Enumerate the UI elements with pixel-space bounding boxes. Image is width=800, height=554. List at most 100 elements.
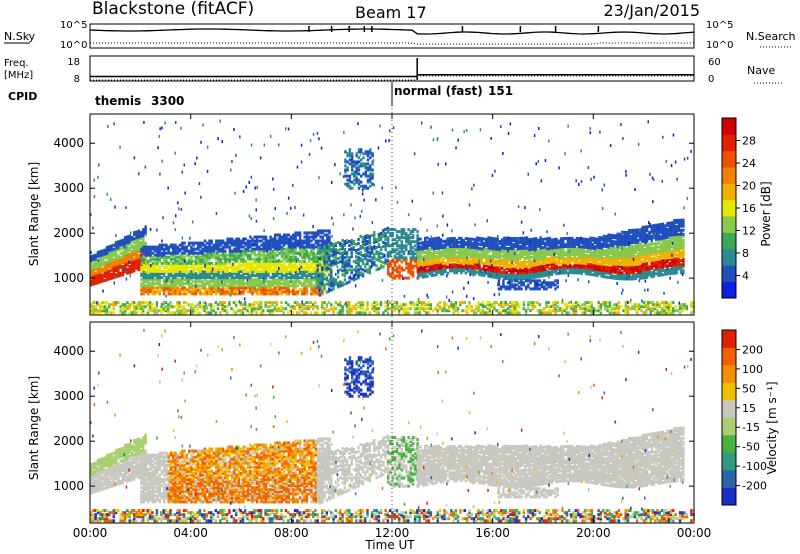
power-cell bbox=[197, 280, 200, 284]
power-cell bbox=[319, 274, 322, 278]
power-cell bbox=[233, 243, 236, 247]
power-cell bbox=[471, 254, 474, 257]
power-cell bbox=[389, 232, 392, 236]
power-cell bbox=[498, 260, 502, 264]
power-cell bbox=[92, 262, 95, 266]
power-cell bbox=[618, 232, 622, 236]
power-cell bbox=[314, 253, 318, 257]
power-cell bbox=[285, 278, 288, 282]
power-cell bbox=[258, 274, 261, 278]
power-cell bbox=[564, 257, 567, 261]
power-cell bbox=[444, 253, 447, 257]
power-cell bbox=[537, 273, 540, 277]
power-cell bbox=[292, 249, 295, 253]
power-cell bbox=[283, 243, 286, 247]
power-cell bbox=[151, 292, 155, 296]
power-cell bbox=[419, 271, 422, 275]
power-cell bbox=[242, 284, 245, 288]
power-cell bbox=[176, 259, 179, 263]
power-cell bbox=[233, 286, 236, 290]
power-cell bbox=[539, 240, 542, 244]
power-cell bbox=[114, 247, 118, 250]
power-cell bbox=[473, 256, 477, 260]
power-cell bbox=[494, 267, 497, 271]
power-cell bbox=[255, 263, 259, 267]
power-cell bbox=[417, 250, 420, 253]
power-cell bbox=[181, 280, 184, 284]
power-cell bbox=[503, 250, 506, 254]
power-cell bbox=[541, 266, 545, 270]
power-cell bbox=[428, 260, 431, 264]
power-cell bbox=[174, 292, 177, 296]
power-cell bbox=[523, 275, 526, 278]
power-cell bbox=[317, 239, 320, 243]
power-cell bbox=[496, 276, 499, 280]
power-cell bbox=[364, 257, 367, 261]
power-cell bbox=[190, 278, 193, 282]
power-cell bbox=[276, 280, 279, 284]
power-cell bbox=[396, 270, 399, 274]
power-cell bbox=[165, 284, 168, 288]
power-cell bbox=[534, 269, 538, 273]
power-cell bbox=[516, 275, 520, 279]
power-cell bbox=[525, 264, 529, 268]
power-cell bbox=[478, 267, 481, 271]
power-cell bbox=[133, 239, 136, 243]
power-cell bbox=[112, 268, 115, 271]
power-cell bbox=[301, 241, 304, 245]
power-cell bbox=[153, 247, 157, 251]
power-cell bbox=[210, 284, 213, 288]
power-cell bbox=[124, 236, 127, 239]
power-cell bbox=[110, 260, 113, 264]
power-cell bbox=[172, 286, 175, 290]
power-cell bbox=[255, 280, 259, 284]
power-cell bbox=[455, 238, 459, 242]
power-cell bbox=[439, 244, 443, 248]
power-cell bbox=[151, 261, 155, 265]
power-cell bbox=[219, 249, 222, 253]
power-cell bbox=[269, 265, 272, 269]
power-cell bbox=[271, 255, 275, 259]
power-cell bbox=[341, 269, 344, 273]
power-cell bbox=[121, 242, 125, 246]
power-cell bbox=[292, 257, 295, 261]
power-cell bbox=[428, 248, 431, 252]
power-cell bbox=[319, 253, 322, 257]
power-cell bbox=[496, 260, 499, 263]
power-cell bbox=[370, 260, 374, 264]
power-cell bbox=[280, 239, 284, 243]
power-cell bbox=[305, 267, 309, 271]
power-cell bbox=[246, 261, 250, 265]
power-cell bbox=[260, 292, 263, 296]
power-cell bbox=[537, 248, 540, 252]
power-cell bbox=[271, 278, 275, 282]
power-cell bbox=[657, 245, 660, 249]
power-cell bbox=[510, 253, 513, 257]
power-cell bbox=[501, 246, 504, 250]
power-cell bbox=[503, 275, 506, 278]
power-cell bbox=[160, 263, 164, 267]
power-cell bbox=[142, 270, 145, 274]
power-cell bbox=[144, 225, 147, 229]
power-cell bbox=[382, 265, 385, 269]
power-cell bbox=[314, 278, 318, 282]
power-cell bbox=[444, 270, 447, 273]
power-cell bbox=[330, 280, 333, 284]
power-cell bbox=[167, 290, 170, 294]
power-cell bbox=[532, 249, 536, 253]
power-cell bbox=[424, 255, 427, 258]
power-cell bbox=[544, 241, 547, 245]
power-cell bbox=[165, 259, 168, 263]
power-cell bbox=[471, 270, 474, 274]
power-cell bbox=[405, 276, 408, 280]
power-cell bbox=[523, 246, 526, 250]
power-cell bbox=[246, 263, 250, 267]
power-cell bbox=[287, 284, 290, 288]
power-cell bbox=[215, 255, 218, 259]
power-cell bbox=[296, 239, 299, 243]
power-cell bbox=[491, 247, 495, 251]
power-cell bbox=[455, 259, 459, 263]
power-cell bbox=[219, 282, 222, 286]
power-cell bbox=[105, 256, 109, 259]
power-cell bbox=[255, 269, 259, 273]
